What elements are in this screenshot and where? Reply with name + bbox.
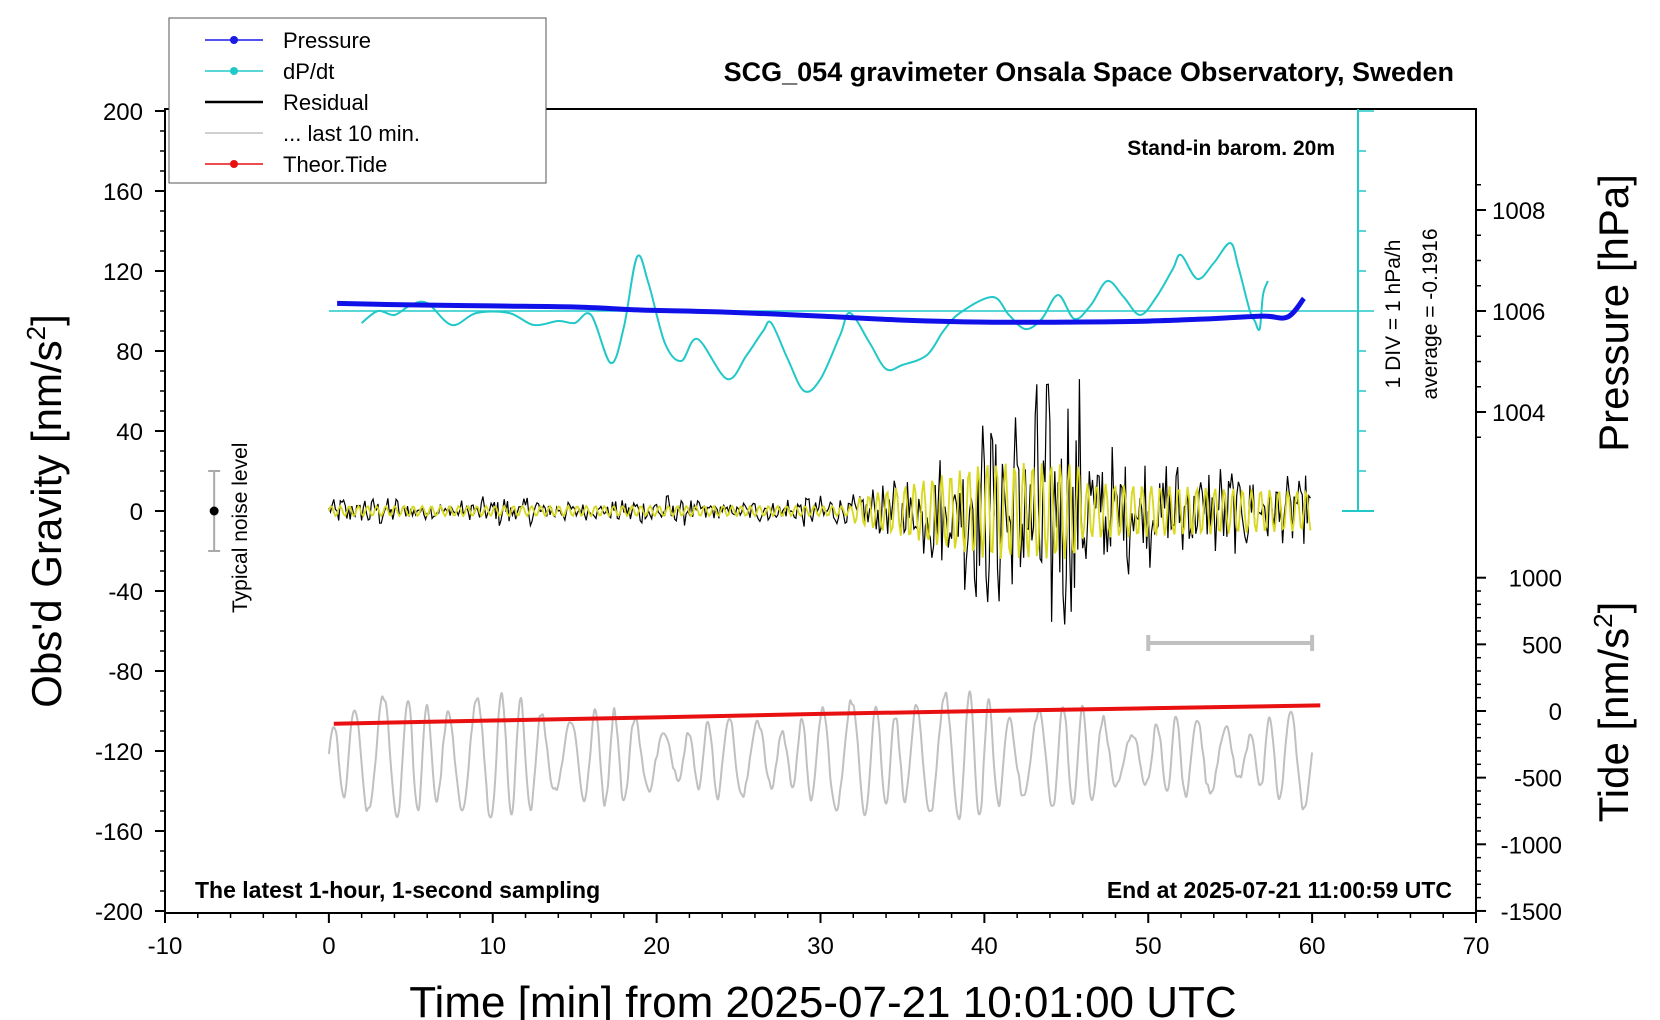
- dpdt-average-label: average = -0.1916: [1419, 228, 1442, 399]
- y-tick-label: 120: [103, 259, 143, 286]
- residual-series-line: [328, 379, 1311, 625]
- tide-series-line: [333, 703, 1321, 726]
- y-tick-label: 0: [130, 499, 143, 526]
- legend-label: dP/dt: [283, 59, 334, 84]
- dpdt-div-label: 1 DIV = 1 hPa/h: [1382, 240, 1405, 389]
- y-tick-label: -40: [108, 579, 143, 606]
- y-tick-label: -120: [95, 739, 143, 766]
- y-tick-label: 40: [116, 419, 143, 446]
- legend-label: Pressure: [283, 28, 371, 53]
- left-axis-label: Obs'd Gravity [nm/s2]: [21, 314, 70, 708]
- pressure-tick-label: 1004: [1492, 400, 1545, 427]
- tide-axis-ticks: 1000 500 0 -500 -1000 -1500: [1476, 566, 1562, 926]
- x-axis-ticks: -10 0 10 20 30 40 50 60 70: [148, 913, 1490, 960]
- pressure-axis-ticks: 1004 1006 1008: [1476, 184, 1545, 438]
- tide-tick-label: -1500: [1501, 899, 1562, 926]
- legend-label: Residual: [283, 90, 369, 115]
- tide-tick-label: -500: [1514, 766, 1562, 793]
- noise-level-bar: [208, 470, 221, 552]
- legend-swatch-marker: [230, 160, 238, 168]
- left-axis-ticks: -200 -160 -120 -80 -40 0 40 80 120 160 200: [95, 99, 165, 926]
- y-tick-label: -200: [95, 899, 143, 926]
- x-tick-label: 20: [643, 933, 670, 960]
- tide-tick-label: 0: [1549, 699, 1562, 726]
- y-tick-label: 80: [116, 339, 143, 366]
- legend-box: [168, 17, 547, 184]
- pressure-series-line: [337, 296, 1306, 325]
- noise-level-label: Typical noise level: [229, 443, 252, 613]
- tide-tick-label: 500: [1522, 632, 1562, 659]
- legend: Pressure dP/dt Residual ... last 10 min. The…: [168, 17, 547, 184]
- y-tick-label: -80: [108, 659, 143, 686]
- x-axis-label: Time [min] from 2025-07-21 10:01:00 UTC: [409, 978, 1236, 1020]
- noise-bar-dot: [209, 506, 219, 516]
- y-tick-label: 160: [103, 179, 143, 206]
- legend-label: ... last 10 min.: [283, 121, 420, 146]
- pressure-tick-label: 1008: [1492, 198, 1545, 225]
- pressure-tick-label: 1006: [1492, 299, 1545, 326]
- x-tick-label: 30: [807, 933, 834, 960]
- y-tick-label: 200: [103, 99, 143, 126]
- chart-subtitle: Stand-in barom. 20m: [1127, 137, 1335, 160]
- tide-tick-label: -1000: [1501, 832, 1562, 859]
- tide-tick-label: 1000: [1509, 566, 1562, 593]
- x-tick-label: 10: [479, 933, 506, 960]
- filtered-residual-series-line: [328, 462, 1312, 560]
- pressure-axis-label: Pressure [hPa]: [1590, 174, 1637, 452]
- x-tick-label: 70: [1463, 933, 1490, 960]
- legend-label: Theor.Tide: [283, 152, 387, 177]
- x-tick-label: 60: [1299, 933, 1326, 960]
- dpdt-series-line: [360, 242, 1269, 393]
- ten-minute-bar: [1146, 635, 1315, 651]
- last-10-min-series-line: [327, 690, 1314, 821]
- bottom-left-note: The latest 1-hour, 1-second sampling: [195, 877, 600, 903]
- y-tick-label: -160: [95, 819, 143, 846]
- x-tick-label: -10: [148, 933, 183, 960]
- dpdt-div-scale: [1342, 109, 1375, 512]
- legend-swatch-marker: [230, 67, 238, 75]
- chart-title: SCG_054 gravimeter Onsala Space Observat…: [724, 57, 1454, 87]
- tide-axis-label: Tide [nm/s2]: [1588, 602, 1637, 823]
- bottom-right-note: End at 2025-07-21 11:00:59 UTC: [1107, 877, 1452, 903]
- x-tick-label: 40: [971, 933, 998, 960]
- legend-swatch-marker: [230, 36, 238, 44]
- x-tick-label: 50: [1135, 933, 1162, 960]
- x-tick-label: 0: [322, 933, 335, 960]
